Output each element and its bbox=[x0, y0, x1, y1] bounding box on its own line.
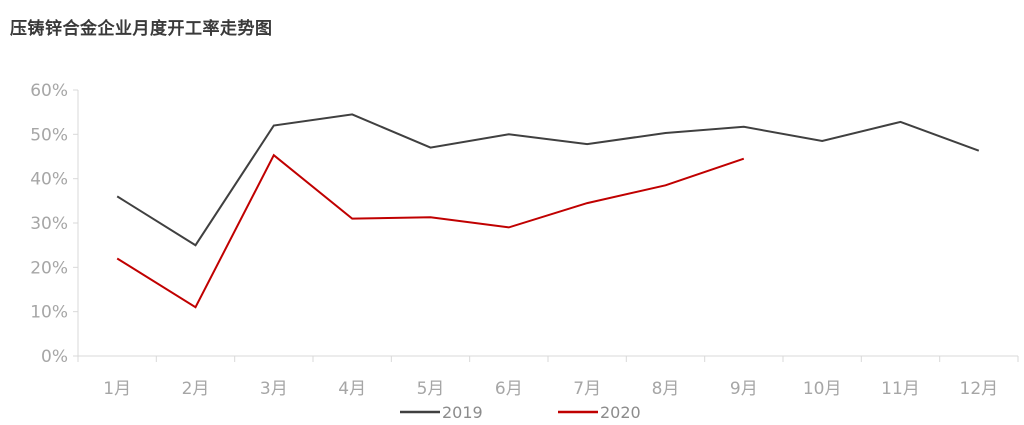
series-line-2020 bbox=[116, 153, 745, 309]
chart-axes bbox=[77, 90, 1018, 357]
y-tick-label: 20% bbox=[30, 258, 68, 278]
series-line-2019 bbox=[116, 113, 980, 247]
y-tick-label: 60% bbox=[30, 81, 68, 101]
legend-label-2020: 2020 bbox=[600, 403, 641, 422]
y-tick-label: 40% bbox=[30, 170, 68, 190]
y-tick-label: 50% bbox=[30, 125, 68, 145]
x-axis-ticks: 1月 2月 3月 4月 5月 6月 7月 8月 9月 10月 11月 12月 bbox=[77, 356, 1019, 399]
y-tick-label: 0% bbox=[41, 347, 68, 367]
x-tick-label: 7月 bbox=[573, 379, 601, 399]
y-tick-label: 10% bbox=[30, 303, 68, 323]
x-tick-label: 6月 bbox=[495, 379, 523, 399]
series-lines bbox=[116, 113, 980, 309]
x-tick-label: 2月 bbox=[182, 379, 210, 399]
x-tick-label: 1月 bbox=[103, 379, 131, 399]
x-tick-label: 5月 bbox=[417, 379, 445, 399]
chart-legend: 2019 2020 bbox=[400, 403, 641, 422]
legend-label-2019: 2019 bbox=[442, 403, 483, 422]
y-tick-label: 30% bbox=[30, 214, 68, 234]
x-tick-label: 12月 bbox=[960, 379, 999, 399]
y-axis-ticks: 0% 10% 20% 30% 40% 50% 60% bbox=[30, 81, 78, 367]
x-tick-label: 11月 bbox=[881, 379, 920, 399]
x-tick-label: 3月 bbox=[260, 379, 288, 399]
chart-title: 压铸锌合金企业月度开工率走势图 bbox=[10, 19, 273, 39]
x-tick-label: 10月 bbox=[803, 379, 842, 399]
x-tick-label: 4月 bbox=[338, 379, 366, 399]
x-tick-label: 9月 bbox=[730, 379, 758, 399]
x-tick-label: 8月 bbox=[652, 379, 680, 399]
